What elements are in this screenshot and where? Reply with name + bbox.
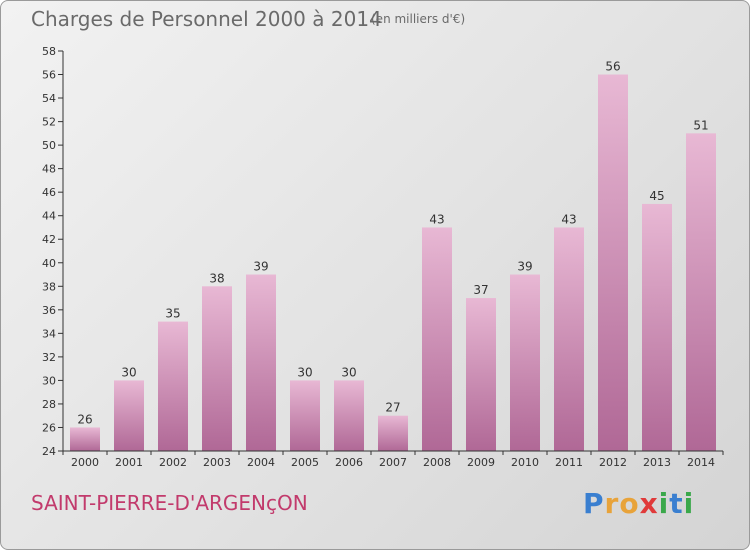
data-label: 45: [649, 189, 664, 203]
axes-group: 24 26 28 30 32 34 36 38 40 42 44 46 48 50 52 54 56 58 2000…: [42, 45, 724, 469]
x-tick-label: 2010: [511, 456, 539, 469]
logo-letter: x: [639, 487, 659, 520]
data-label: 43: [561, 212, 576, 226]
commune-name: SAINT-PIERRE-D'ARGENçON: [31, 491, 308, 515]
x-tick-label: 2004: [247, 456, 275, 469]
chart-subtitle: (en milliers d'€): [371, 12, 466, 26]
logo-letter: o: [619, 487, 640, 520]
bar: [158, 321, 188, 451]
data-label: 39: [517, 260, 532, 274]
data-label: 26: [77, 412, 92, 426]
bar: [598, 74, 628, 451]
y-tick-label: 54: [42, 92, 56, 105]
y-tick-label: 40: [42, 257, 56, 270]
logo-letter: r: [604, 487, 620, 520]
x-tick-label: 2013: [643, 456, 671, 469]
data-label: 30: [297, 365, 312, 379]
x-tick-label: 2005: [291, 456, 319, 469]
x-tick-label: 2002: [159, 456, 187, 469]
y-tick-label: 38: [42, 280, 56, 293]
bar: [378, 415, 408, 451]
data-label: 30: [121, 365, 136, 379]
bar: [246, 274, 276, 451]
bar: [334, 380, 364, 451]
x-tick-label: 2006: [335, 456, 363, 469]
x-tick-label: 2011: [555, 456, 583, 469]
x-tick-label: 2007: [379, 456, 407, 469]
y-tick-label: 48: [42, 163, 56, 176]
x-tick-label: 2008: [423, 456, 451, 469]
logo-letter: i: [683, 487, 695, 520]
bar: [466, 298, 496, 451]
x-tick-label: 2000: [71, 456, 99, 469]
data-label: 27: [385, 401, 400, 415]
data-label: 35: [165, 307, 180, 321]
y-tick-label: 50: [42, 139, 56, 152]
bar: [422, 227, 452, 451]
data-label: 43: [429, 212, 444, 226]
bar: [290, 380, 320, 451]
x-tick-label: 2001: [115, 456, 143, 469]
bar: [70, 427, 100, 451]
logo-letter: t: [669, 487, 684, 520]
data-label: 30: [341, 365, 356, 379]
y-tick-label: 26: [42, 421, 56, 434]
y-tick-label: 46: [42, 186, 56, 199]
bar: [510, 274, 540, 451]
y-tick-label: 30: [42, 374, 56, 387]
data-label: 37: [473, 283, 488, 297]
y-tick-label: 34: [42, 327, 56, 340]
bars-group: 26 30 35 38 39 30 30 27 43 37 39 43 56 45 51: [70, 60, 716, 451]
y-tick-label: 28: [42, 398, 56, 411]
chart-title: Charges de Personnel 2000 à 2014: [31, 7, 382, 31]
data-label: 56: [605, 60, 620, 74]
data-label: 38: [209, 271, 224, 285]
y-tick-label: 36: [42, 304, 56, 317]
x-tick-label: 2014: [687, 456, 715, 469]
x-tick-label: 2012: [599, 456, 627, 469]
y-tick-label: 32: [42, 351, 56, 364]
bar: [554, 227, 584, 451]
y-tick-label: 58: [42, 45, 56, 58]
y-tick-label: 56: [42, 69, 56, 82]
y-tick-label: 42: [42, 233, 56, 246]
bar: [202, 286, 232, 451]
x-tick-label: 2009: [467, 456, 495, 469]
bar: [686, 133, 716, 451]
y-tick-label: 52: [42, 116, 56, 129]
proxiti-logo: Proxiti: [583, 487, 694, 520]
bar: [642, 203, 672, 451]
y-tick-label: 44: [42, 210, 56, 223]
bar: [114, 380, 144, 451]
data-label: 51: [693, 118, 708, 132]
y-tick-label: 24: [42, 445, 56, 458]
logo-letter: P: [583, 487, 605, 520]
data-label: 39: [253, 260, 268, 274]
x-tick-label: 2003: [203, 456, 231, 469]
logo-letter: i: [658, 487, 670, 520]
